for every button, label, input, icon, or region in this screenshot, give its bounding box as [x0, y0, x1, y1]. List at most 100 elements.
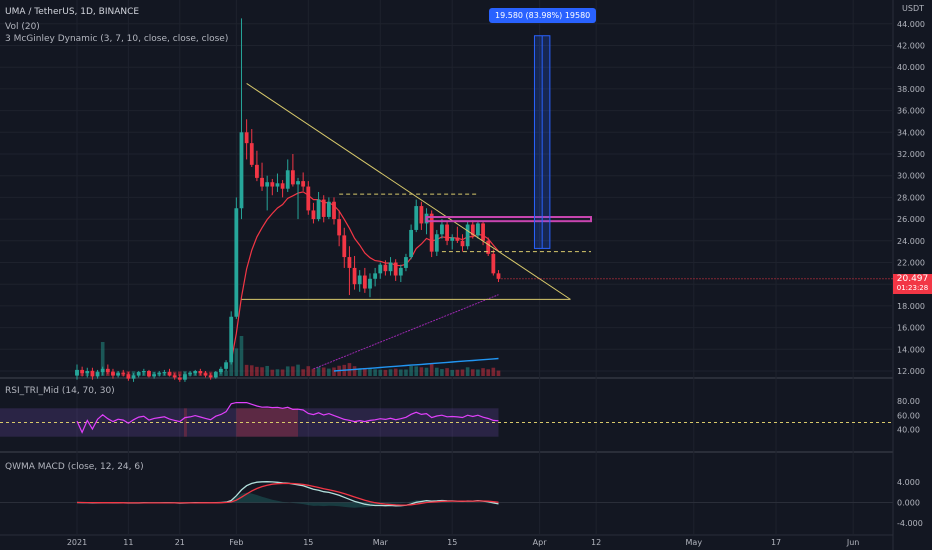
candle-body	[388, 262, 393, 272]
price-tick-label: 42.000	[897, 42, 925, 51]
rsi-tick-label: 40.00	[897, 426, 920, 435]
candle-body	[311, 210, 316, 220]
candle-body	[270, 182, 275, 187]
time-tick-label: Feb	[229, 538, 243, 547]
volume-bar	[470, 369, 475, 376]
volume-bar	[383, 369, 388, 376]
candle-body	[465, 224, 470, 247]
candle-body	[75, 369, 79, 376]
candle-body	[239, 132, 244, 209]
volume-bar	[249, 365, 254, 376]
macd-tick-label: -4.000	[897, 519, 923, 528]
candle-countdown: 01:23:28	[896, 284, 929, 292]
candle-body	[229, 316, 234, 363]
volume-bar	[445, 368, 449, 376]
price-tick-label: 12.000	[897, 367, 925, 376]
candle-body	[136, 372, 141, 376]
volume-bar	[296, 364, 300, 376]
volume-bar	[388, 369, 393, 376]
candle-body	[265, 182, 270, 187]
candle-body	[188, 373, 192, 375]
price-tick-label: 44.000	[897, 20, 925, 29]
volume-bar	[435, 367, 439, 376]
candle-body	[332, 201, 336, 220]
last-price-value: 20.497	[896, 274, 929, 284]
candle-body	[373, 273, 378, 279]
time-tick-label: Apr	[533, 538, 548, 547]
candle-body	[141, 371, 146, 373]
candle-body	[95, 372, 100, 377]
symbol-legend[interactable]: UMA / TetherUS, 1D, BINANCE	[5, 7, 140, 17]
time-tick-label: 2021	[67, 538, 87, 547]
rsi-overbought-marker	[183, 408, 187, 437]
candle-body	[147, 371, 151, 377]
candle-body	[455, 237, 460, 241]
candle-body	[378, 264, 383, 274]
candle-body	[172, 375, 177, 378]
candle-body	[393, 262, 398, 276]
candle-body	[481, 223, 485, 241]
price-tick-label: 30.000	[897, 172, 925, 181]
candle-body	[326, 201, 331, 217]
candle-body	[414, 206, 419, 230]
volume-bar	[270, 369, 275, 376]
volume-bar	[255, 366, 259, 376]
time-tick-label: 21	[175, 538, 185, 547]
candle-body	[157, 373, 162, 375]
last-price-tag: 20.497 01:23:28	[893, 274, 932, 294]
volume-bar	[327, 368, 331, 376]
candle-body	[419, 206, 424, 224]
volume-bar	[357, 368, 362, 376]
candle-body	[398, 267, 403, 276]
candle-body	[368, 278, 372, 289]
time-tick-label: 15	[303, 538, 313, 547]
volume-bar	[476, 369, 480, 376]
time-tick-label: 12	[591, 538, 601, 547]
candle-body	[198, 371, 203, 374]
volume-bar	[352, 366, 357, 376]
volume-bar	[455, 369, 460, 376]
volume-bar	[460, 369, 465, 376]
volume-bar	[486, 369, 490, 376]
candle-body	[224, 362, 228, 369]
candle-body	[162, 372, 167, 374]
candle-body	[429, 213, 434, 252]
mcginley-legend[interactable]: 3 McGinley Dynamic (3, 7, 10, close, clo…	[5, 34, 229, 44]
candle-body	[203, 373, 208, 376]
candle-body	[285, 170, 290, 189]
volume-bar	[178, 371, 182, 376]
candle-body	[460, 240, 465, 247]
price-tick-label: 34.000	[897, 128, 925, 137]
volume-bar	[496, 370, 501, 376]
volume-legend[interactable]: Vol (20)	[5, 22, 40, 32]
candle-body	[450, 237, 455, 241]
time-tick-label: 11	[123, 538, 133, 547]
volume-bar	[373, 369, 377, 376]
candle-body	[219, 368, 223, 373]
volume-bar	[368, 368, 372, 376]
volume-bar	[450, 369, 455, 376]
candle-body	[486, 240, 491, 254]
candle-body	[352, 267, 357, 285]
candle-body	[255, 164, 259, 178]
candle-body	[121, 373, 126, 375]
candle-body	[234, 208, 239, 317]
volume-bar	[234, 348, 239, 376]
volume-bar	[414, 366, 419, 376]
rsi-legend[interactable]: RSI_TRI_Mid (14, 70, 30)	[5, 386, 115, 396]
mcginley-slow-line	[333, 357, 499, 372]
macd-tick-label: 0.000	[897, 499, 920, 508]
candle-body	[409, 229, 413, 258]
volume-bar	[311, 368, 316, 376]
candle-body	[296, 181, 300, 185]
candle-body	[280, 183, 285, 189]
time-tick-label: Jun	[846, 538, 860, 547]
candle-body	[249, 143, 254, 165]
volume-bar	[491, 367, 496, 376]
price-tick-label: 32.000	[897, 150, 925, 159]
volume-bar	[265, 365, 269, 376]
macd-legend[interactable]: QWMA MACD (close, 12, 24, 6)	[5, 462, 144, 472]
rsi-tick-label: 80.00	[897, 397, 920, 406]
candle-body	[105, 368, 110, 373]
